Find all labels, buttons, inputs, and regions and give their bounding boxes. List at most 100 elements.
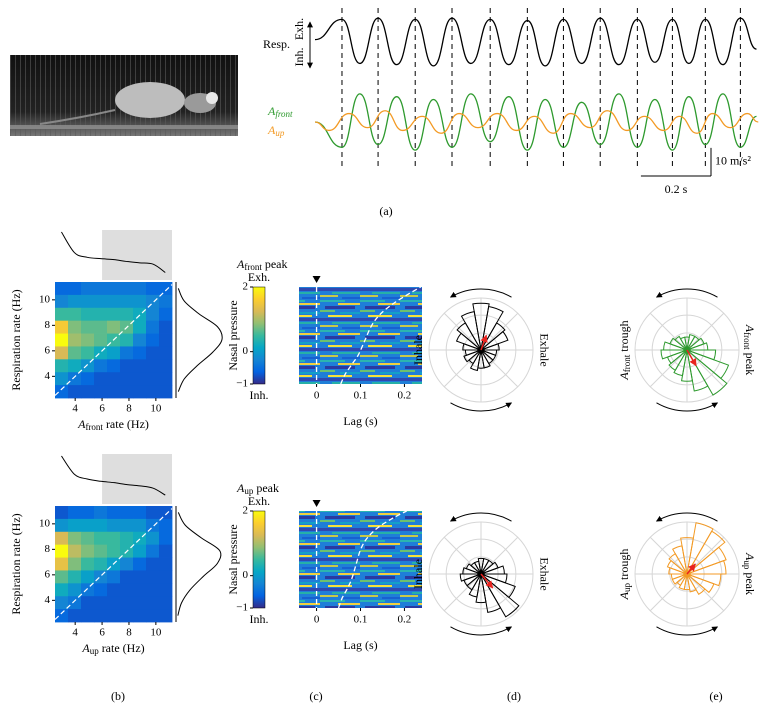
rose-wedge [686,522,714,575]
heat-cell [159,570,173,584]
panel-label: (b) [111,689,125,703]
heat-cell [55,596,69,610]
heat-cell [146,320,160,334]
side-label: Aup peak [742,552,757,595]
rose-wedge [480,349,498,356]
heat-cell [81,583,95,597]
heat-cell [159,544,173,558]
legend-label: Afront [267,104,293,119]
heat-cell [81,307,95,322]
heat-cell [133,385,147,399]
heat-cell [68,596,82,610]
heat-cell [107,518,121,533]
heat-cell [81,596,95,610]
rose-wedge [686,546,727,575]
side-label: Inhale [411,335,425,365]
heat-cell [94,372,108,386]
rose-wedge [477,557,485,575]
heat-cell [68,385,82,399]
rose-wedge [671,573,688,585]
polar-spoke [649,349,688,388]
heat-cell [159,596,173,610]
heat-cell [55,294,69,309]
x-tick-label: 0 [314,614,320,626]
x-tick-label: 0.1 [354,614,368,626]
heat-cell [107,282,121,296]
mean-arrow [686,349,697,367]
heat-cell [94,609,108,623]
heat-cell [94,282,108,296]
resp-axis-label: Inh. [292,48,306,67]
heat-cell [133,333,147,347]
heat-cell [81,294,95,309]
y-axis-label: Nasal pressure [226,300,240,370]
y-tick-label: 10 [39,517,51,529]
y-tick-label: 10 [39,293,51,305]
legend-label-part: front [275,109,293,119]
rose-wedge [460,311,482,351]
rose-wedge [480,573,520,618]
heat-cell [133,583,147,597]
panel-label: (d) [507,689,521,703]
heat-cell [133,346,147,360]
panel-title: Afront peak [236,257,288,272]
heat-cell [133,544,147,558]
heat-cell [146,307,160,322]
side-label-part: A [617,372,631,381]
heat-cell [146,583,160,597]
x-axis-label-part: up [90,646,100,656]
direction-arrow [450,402,513,412]
heat-cell [120,385,134,399]
colorbar-label: Exh. [248,270,270,284]
heat-cell [146,609,160,623]
heat-cell [133,506,147,520]
heat-cell [81,570,95,584]
heat-cell [55,506,69,520]
heat-cell [55,583,69,597]
polar-spoke [649,573,688,612]
heat-cell [133,557,147,571]
heat-cell [107,372,121,386]
heat-cell [68,282,82,296]
heat-cell [146,385,160,399]
heat-cell [94,307,108,322]
colorbar-tick-label: 2 [243,505,249,517]
heat-cell [120,346,134,360]
heat-cell [120,557,134,571]
heat-cell [159,583,173,597]
rose-wedge [686,349,717,361]
heat-cell [133,320,147,334]
heat-cell [94,320,108,334]
right-marginal [177,512,222,616]
heat-cell [120,282,134,296]
peak-marker [312,500,321,507]
x-axis-label-part: rate (Hz) [103,417,149,431]
mean-arrow [480,334,488,351]
rose-wedge [686,573,715,594]
polar-spoke [443,573,482,612]
heat-cell [120,518,134,533]
heat-cell [94,506,108,520]
x-tick-label: 10 [150,403,162,415]
heat-cell [68,294,82,309]
heat-cell [55,320,69,334]
x-tick-label: 8 [126,627,132,639]
side-label-part: A [743,552,757,561]
polar-spoke [480,536,519,575]
heat-cell [68,609,82,623]
heat-cell [81,320,95,334]
heat-cell [68,583,82,597]
peak-marker [312,276,321,283]
heat-cell [120,583,134,597]
heat-cell [120,307,134,322]
x-tick-label: 6 [99,403,105,415]
resp-trace [314,17,757,67]
colorbar-label: Inh. [250,612,269,626]
heat-cell [120,609,134,623]
colorbar [252,510,266,609]
heat-cell [120,506,134,520]
rose-wedge [668,567,688,575]
panel-title-part: A [236,481,245,495]
rose-wedge [672,545,688,575]
